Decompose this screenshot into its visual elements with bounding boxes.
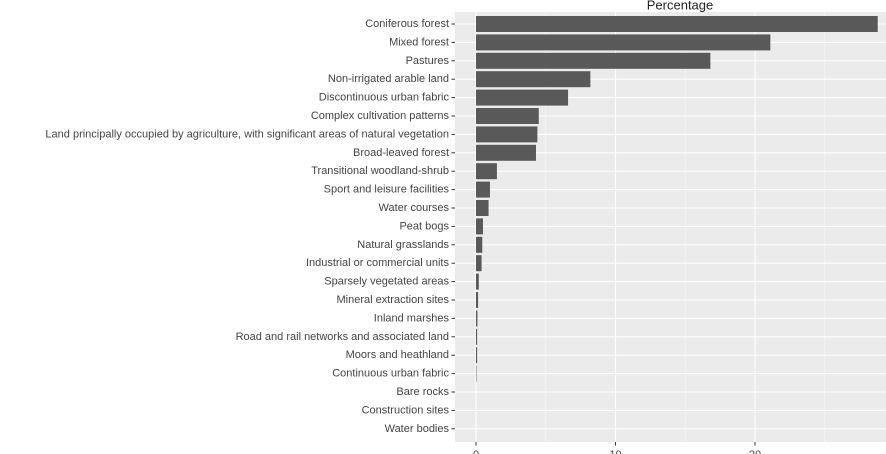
bar xyxy=(476,34,771,51)
bar xyxy=(476,292,479,308)
chart-title: Percentage xyxy=(647,0,714,12)
category-label: Natural grasslands xyxy=(357,239,449,251)
bar xyxy=(476,52,711,69)
bar xyxy=(476,71,591,88)
bars xyxy=(476,16,878,382)
category-label: Complex cultivation patterns xyxy=(311,110,450,122)
bar xyxy=(476,16,878,32)
x-tick-label: 10 xyxy=(609,449,621,454)
category-label: Water bodies xyxy=(385,423,450,435)
bar xyxy=(476,144,536,161)
category-label: Continuous urban fabric xyxy=(332,368,449,380)
bar xyxy=(476,273,479,290)
category-label: Coniferous forest xyxy=(365,18,449,30)
category-ticks xyxy=(451,23,455,430)
category-label: Construction sites xyxy=(362,404,450,416)
x-axis-ticks: 0 10 20 xyxy=(473,442,761,454)
x-tick-label: 20 xyxy=(749,449,761,454)
category-label: Land principally occupied by agriculture… xyxy=(45,128,449,140)
bar xyxy=(476,218,483,235)
category-label: Moors and heathland xyxy=(346,349,449,361)
category-label: Mixed forest xyxy=(389,36,449,48)
bar xyxy=(476,89,569,106)
bar xyxy=(476,108,539,124)
bar xyxy=(476,181,490,198)
category-label: Mineral extraction sites xyxy=(337,294,450,306)
bar xyxy=(476,347,478,364)
category-label: Discontinuous urban fabric xyxy=(319,92,450,104)
bar xyxy=(476,126,538,143)
bar xyxy=(476,328,478,345)
category-label: Sparsely vegetated areas xyxy=(324,276,449,288)
category-label: Sport and leisure facilities xyxy=(324,184,450,196)
category-label: Water courses xyxy=(378,202,449,214)
x-tick-label: 0 xyxy=(473,449,479,454)
category-label: Non-irrigated arable land xyxy=(328,73,449,85)
bar xyxy=(476,236,483,253)
category-labels: Coniferous forest Mixed forest Pastures Non… xyxy=(45,18,449,435)
category-label: Inland marshes xyxy=(374,312,450,324)
category-label: Bare rocks xyxy=(396,386,449,398)
bar xyxy=(476,255,482,272)
category-label: Peat bogs xyxy=(399,220,449,232)
category-label: Road and rail networks and associated la… xyxy=(236,331,449,343)
category-label: Transitional woodland-shrub xyxy=(311,165,449,177)
bar xyxy=(476,163,497,180)
category-label: Industrial or commercial units xyxy=(306,257,450,269)
category-label: Broad-leaved forest xyxy=(353,147,449,159)
category-label: Pastures xyxy=(406,55,450,67)
bar xyxy=(476,310,478,327)
bar xyxy=(476,200,489,216)
